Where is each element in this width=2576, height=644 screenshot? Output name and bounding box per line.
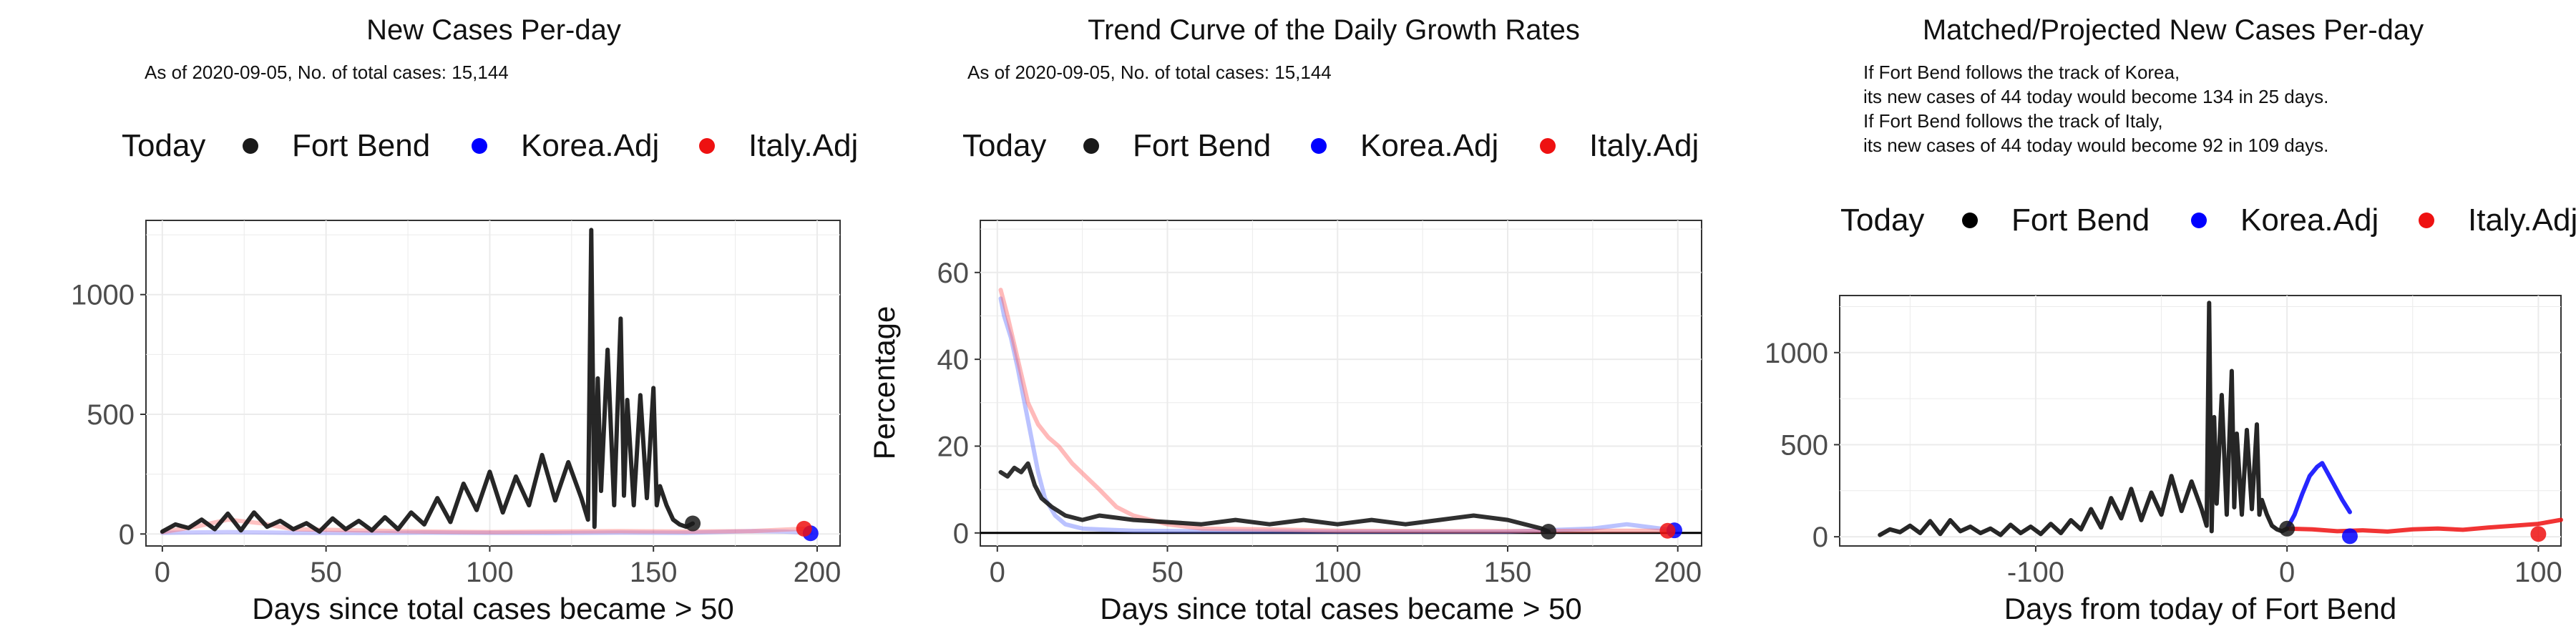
- y-tick-label: 60: [937, 258, 970, 289]
- panel-3-title: Matched/Projected New Cases Per-day: [1923, 14, 2424, 46]
- panel-2-title: Trend Curve of the Daily Growth Rates: [1088, 14, 1580, 46]
- panel-projected: Matched/Projected New Cases Per-day If F…: [1765, 14, 2576, 625]
- panel-3-x-axis-label: Days from today of Fort Bend: [2004, 592, 2397, 625]
- legend-label-korea: Korea.Adj: [1360, 128, 1498, 163]
- legend-label-fort-bend: Fort Bend: [292, 128, 430, 163]
- legend-label-fort-bend: Fort Bend: [2011, 203, 2150, 238]
- legend-marker-korea: [472, 138, 487, 154]
- panel-2-subtitle: As of 2020-09-05, No. of total cases: 15…: [967, 62, 1332, 83]
- panel-3-note-4: its new cases of 44 today would become 9…: [1863, 135, 2328, 156]
- today-point-italy-adj: [1659, 522, 1676, 539]
- x-tick-label: 0: [155, 557, 170, 588]
- panel-new-cases: New Cases Per-day As of 2020-09-05, No. …: [71, 14, 858, 625]
- panel-1-title: New Cases Per-day: [366, 14, 621, 46]
- x-tick-label: 150: [1484, 557, 1532, 588]
- legend-marker-italy: [699, 138, 715, 154]
- panel-2-ticks: 0 50 100 150 200 0 20 40 60: [937, 258, 1702, 588]
- panel-3-note-2: its new cases of 44 today would become 1…: [1863, 86, 2328, 107]
- panel-1-today-points: [685, 515, 819, 542]
- legend-label-korea: Korea.Adj: [521, 128, 659, 163]
- legend-label-korea: Korea.Adj: [2240, 203, 2379, 238]
- panel-3-note-1: If Fort Bend follows the track of Korea,: [1863, 62, 2180, 83]
- today-point-fort-bend: [1541, 523, 1557, 540]
- y-tick-label: 500: [1780, 429, 1828, 461]
- panel-1-plot-area: [145, 220, 841, 547]
- legend-title: Today: [122, 128, 205, 163]
- panel-1-legend: Today Fort Bend Korea.Adj Italy.Adj: [122, 128, 858, 163]
- panel-2-gridlines: [980, 220, 1702, 546]
- series-line-korea-adj: [998, 296, 1677, 534]
- series-line-korea-adj: [2285, 461, 2352, 531]
- panel-3-note-3: If Fort Bend follows the track of Italy,: [1863, 110, 2163, 132]
- series-line-korea-adj: [160, 529, 813, 535]
- panel-1-gridlines: [146, 220, 840, 546]
- x-tick-label: 50: [310, 557, 342, 588]
- series-line-italy-adj: [160, 517, 806, 535]
- x-tick-label: -100: [2007, 557, 2064, 588]
- today-point-fort-bend: [685, 515, 701, 532]
- panel-growth-rates: Trend Curve of the Daily Growth Rates As…: [867, 14, 1702, 625]
- legend-label-italy: Italy.Adj: [1589, 128, 1699, 163]
- legend-marker-fort-bend: [1962, 213, 1978, 228]
- panel-3-series: [1878, 301, 2563, 537]
- legend-title: Today: [1840, 203, 1924, 238]
- legend-marker-italy: [1540, 138, 1556, 154]
- legend-marker-korea: [2191, 213, 2207, 228]
- legend-marker-fort-bend: [243, 138, 258, 154]
- today-point-italy-adj: [796, 520, 812, 537]
- x-tick-label: 100: [2514, 557, 2562, 588]
- panel-1-subtitle: As of 2020-09-05, No. of total cases: 15…: [145, 62, 509, 83]
- y-tick-label: 0: [119, 519, 135, 550]
- x-tick-label: 100: [1314, 557, 1362, 588]
- x-tick-label: 200: [1654, 557, 1702, 588]
- panel-3-gridlines: [1840, 296, 2561, 546]
- panel-1-x-axis-label: Days since total cases became > 50: [252, 592, 734, 625]
- legend-label-italy: Italy.Adj: [748, 128, 858, 163]
- series-line-fort-bend: [998, 461, 1551, 534]
- legend-label-fort-bend: Fort Bend: [1133, 128, 1271, 163]
- y-tick-label: 20: [937, 431, 970, 462]
- panel-2-y-axis-label: Percentage: [867, 306, 901, 460]
- panel-1-ticks: 0 50 100 150 200 0 500 1000: [71, 280, 841, 588]
- x-tick-label: 0: [2279, 557, 2295, 588]
- x-tick-label: 150: [630, 557, 678, 588]
- series-line-fort-bend: [160, 228, 696, 534]
- legend-marker-italy: [2419, 213, 2434, 228]
- legend-label-italy: Italy.Adj: [2468, 203, 2576, 238]
- panel-1-series: [160, 228, 813, 535]
- y-tick-label: 0: [953, 518, 969, 550]
- panel-3-legend: Today Fort Bend Korea.Adj Italy.Adj: [1840, 203, 2576, 238]
- y-tick-label: 500: [87, 399, 135, 431]
- y-tick-label: 40: [937, 344, 970, 376]
- x-tick-label: 100: [466, 557, 514, 588]
- today-point-korea-adj: [2341, 528, 2358, 545]
- legend-marker-fort-bend: [1083, 138, 1099, 154]
- panel-3-today-points: [2279, 520, 2547, 545]
- x-tick-label: 200: [794, 557, 841, 588]
- legend-marker-korea: [1311, 138, 1327, 154]
- y-tick-label: 1000: [71, 280, 135, 311]
- x-tick-label: 0: [990, 557, 1005, 588]
- y-tick-label: 1000: [1765, 338, 1828, 369]
- y-tick-label: 0: [1813, 522, 1828, 553]
- legend-title: Today: [962, 128, 1046, 163]
- series-line-fort-bend: [1878, 301, 2290, 537]
- panel-2-legend: Today Fort Bend Korea.Adj Italy.Adj: [962, 128, 1699, 163]
- panel-2-plot-area: [980, 220, 1702, 547]
- series-line-italy-adj: [998, 288, 1670, 534]
- today-point-italy-adj: [2530, 526, 2547, 542]
- today-point-fort-bend: [2279, 520, 2296, 537]
- panel-2-today-points: [1541, 522, 1682, 540]
- panel-2-x-axis-label: Days since total cases became > 50: [1100, 592, 1582, 625]
- series-line-italy-adj: [2285, 517, 2563, 534]
- panel-2-series: [998, 288, 1677, 534]
- x-tick-label: 50: [1151, 557, 1184, 588]
